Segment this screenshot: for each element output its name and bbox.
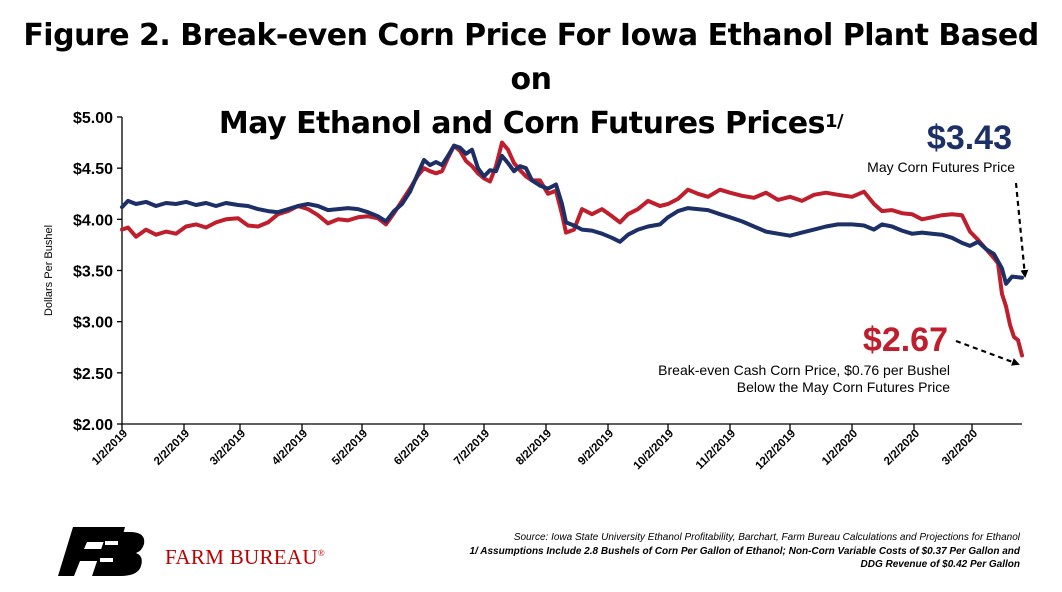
- x-tick-label: 10/2/2019: [631, 428, 676, 473]
- x-tick-label: 9/2/2019: [576, 428, 616, 468]
- logo-registered-mark: ®: [317, 548, 325, 558]
- chart-title-line-2-text: May Ethanol and Corn Futures Prices: [218, 106, 826, 141]
- x-tick-label: 3/2/2019: [208, 428, 248, 468]
- y-axis-title: Dollars Per Bushel: [43, 225, 55, 316]
- footnote-mark: 1/: [825, 111, 844, 132]
- x-tick-label: 3/2/2020: [940, 428, 980, 468]
- chart-title: Figure 2. Break-even Corn Price For Iowa…: [0, 14, 1062, 146]
- x-tick-label: 5/2/2019: [330, 428, 370, 468]
- x-tick-label: 1/2/2020: [820, 428, 860, 468]
- assumption-note-line-2: DDG Revenue of $0.42 Per Gallon: [860, 559, 1021, 570]
- y-tick-label: $4.00: [73, 212, 113, 229]
- x-tick-label: 8/2/2019: [514, 428, 554, 468]
- breakeven-caption-line-2: Below the May Corn Futures Price: [737, 379, 950, 395]
- futures-arrow: [1014, 182, 1029, 278]
- futures-caption: May Corn Futures Price: [867, 159, 1015, 175]
- y-tick-label: $4.50: [73, 161, 113, 178]
- x-tick-label: 12/2/2019: [753, 428, 798, 473]
- assumption-note-line-1: 1/ Assumptions Include 2.8 Bushels of Co…: [469, 545, 1020, 557]
- farm-bureau-logo-icon: [58, 527, 145, 576]
- breakeven-arrow: [955, 339, 1020, 366]
- y-tick-label: $3.00: [73, 315, 113, 332]
- breakeven-value-label: $2.67: [863, 321, 948, 359]
- chart-series: [120, 140, 1024, 358]
- source-notes: Source: Iowa State University Ethanol Pr…: [470, 531, 1020, 572]
- chart-annotations: $3.43 May Corn Futures Price $2.67 Break…: [658, 119, 1029, 395]
- breakeven-caption-line-1: Break-even Cash Corn Price, $0.76 per Bu…: [658, 362, 950, 378]
- x-tick-label: 7/2/2019: [452, 428, 492, 468]
- x-tick-label: 6/2/2019: [392, 428, 432, 468]
- source-line: Source: Iowa State University Ethanol Pr…: [513, 532, 1020, 543]
- y-tick-label: $2.50: [73, 366, 113, 383]
- y-tick-label: $5.00: [73, 110, 113, 127]
- y-tick-label: $3.50: [73, 264, 113, 281]
- farm-bureau-logo-text: FARM BUREAU®: [165, 545, 325, 570]
- x-tick-label: 2/2/2020: [882, 428, 922, 468]
- x-tick-label: 11/2/2019: [694, 428, 738, 472]
- futures-price-line: [120, 143, 1024, 286]
- futures-value-label: $3.43: [927, 119, 1012, 157]
- x-tick-label: 4/2/2019: [270, 428, 310, 468]
- x-tick-label: 2/2/2019: [152, 428, 192, 468]
- logo-name: FARM BUREAU: [165, 545, 318, 569]
- y-tick-label: $2.00: [73, 417, 113, 434]
- chart-title-line-2: May Ethanol and Corn Futures Prices1/: [0, 102, 1062, 146]
- chart-title-line-1: Figure 2. Break-even Corn Price For Iowa…: [23, 18, 1039, 97]
